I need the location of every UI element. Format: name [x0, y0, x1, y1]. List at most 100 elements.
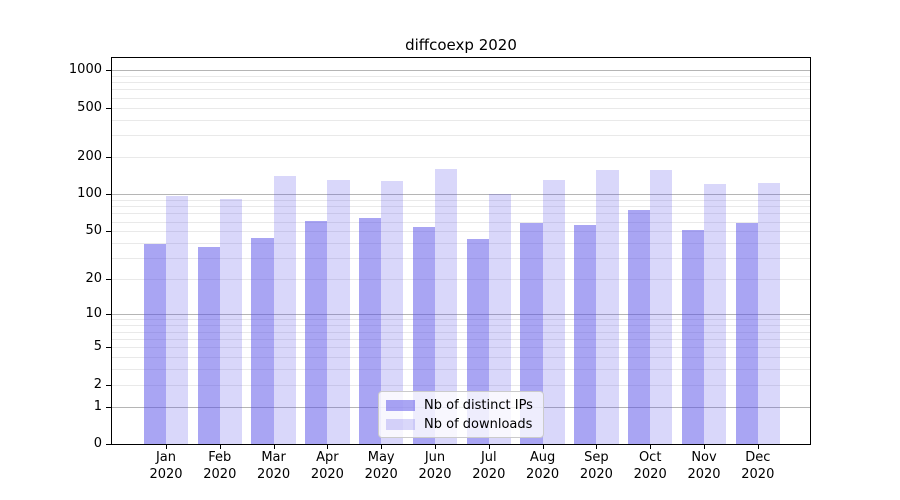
y-tick-label: 50 [85, 223, 102, 239]
bar-distinct-ips-mar [251, 238, 274, 444]
gridline-minor [112, 199, 810, 201]
bar-downloads-mar [273, 175, 296, 444]
y-tick [106, 314, 112, 316]
gridline-major [112, 194, 810, 196]
bar-downloads-jul [488, 194, 512, 444]
gridline-minor [112, 221, 810, 223]
x-tick [273, 444, 275, 449]
legend: Nb of distinct IPs Nb of downloads [378, 391, 544, 438]
y-tick [106, 107, 112, 109]
x-tick [650, 444, 652, 449]
bar-distinct-ips-apr [305, 220, 328, 444]
bar-downloads-jan [166, 196, 189, 444]
gridline-minor [112, 107, 810, 109]
gridline-minor [112, 97, 810, 99]
bar-downloads-nov [704, 184, 727, 444]
x-tick [757, 444, 759, 449]
bar-downloads-apr [327, 179, 350, 444]
y-tick-label: 0 [93, 436, 102, 451]
y-tick [106, 347, 112, 348]
y-tick-label: 5 [93, 339, 102, 354]
x-tick-label: Oct 2020 [633, 450, 667, 482]
gridline-minor [112, 338, 810, 340]
bar-downloads-may [381, 180, 404, 444]
bar-downloads-feb [219, 198, 243, 444]
x-tick [219, 444, 221, 449]
gridline-minor [112, 325, 810, 327]
y-tick-label: 1 [93, 398, 102, 414]
bar-distinct-ips-sep [574, 225, 597, 444]
legend-label-distinct-ips: Nb of distinct IPs [424, 397, 533, 413]
x-tick-label: Feb 2020 [203, 450, 237, 482]
y-tick-label: 200 [77, 149, 102, 164]
gridline-minor [112, 75, 810, 77]
legend-item-downloads: Nb of downloads [386, 417, 535, 432]
y-tick-label: 100 [77, 186, 102, 202]
x-tick-label: Jul 2020 [472, 450, 506, 482]
y-tick-label: 2 [93, 376, 102, 392]
gridline-minor [112, 206, 810, 208]
legend-swatch-downloads [386, 418, 415, 430]
gridline-minor [112, 82, 810, 84]
x-tick [596, 444, 598, 449]
y-tick [106, 406, 112, 408]
y-tick [106, 279, 112, 281]
x-tick-label: May 2020 [364, 450, 398, 482]
gridline-minor [112, 119, 810, 121]
y-tick-label: 10 [85, 306, 102, 322]
gridline-minor [112, 157, 810, 158]
gridline-minor [112, 356, 810, 358]
x-tick-label: Apr 2020 [310, 450, 344, 482]
bar-distinct-ips-may [358, 218, 382, 444]
legend-swatch-distinct-ips [386, 399, 415, 411]
x-tick [327, 444, 329, 449]
bar-downloads-oct [650, 170, 673, 444]
bar-distinct-ips-jan [143, 244, 166, 444]
bar-distinct-ips-feb [197, 247, 220, 444]
gridline-minor [112, 347, 810, 348]
bar-downloads-dec [757, 182, 781, 444]
chart-title: diffcoexp 2020 [405, 36, 517, 54]
x-tick-label: Jun 2020 [418, 450, 452, 482]
x-tick-label: Jan 2020 [149, 450, 183, 482]
x-tick [704, 444, 705, 449]
legend-item-distinct-ips: Nb of distinct IPs [386, 398, 535, 413]
bar-distinct-ips-jun [412, 227, 435, 444]
plot-area [111, 57, 811, 445]
x-tick-label: Aug 2020 [526, 450, 560, 482]
x-tick-label: Nov 2020 [687, 450, 721, 482]
bar-downloads-jun [435, 168, 458, 444]
x-tick [488, 444, 490, 449]
bar-distinct-ips-dec [735, 223, 758, 444]
gridline-major [112, 314, 810, 316]
y-tick [106, 384, 112, 386]
gridline-minor [112, 331, 810, 333]
gridline-minor [112, 258, 810, 260]
gridline-minor [112, 135, 810, 137]
bar-downloads-sep [596, 169, 619, 444]
y-tick-label: 1000 [68, 62, 102, 78]
x-tick [166, 444, 167, 449]
gridline-minor [112, 243, 810, 244]
y-tick-label: 500 [77, 99, 102, 115]
bar-distinct-ips-aug [520, 223, 543, 444]
x-tick-label: Sep 2020 [579, 450, 613, 482]
bar-distinct-ips-oct [627, 210, 651, 444]
gridline-minor [112, 213, 810, 215]
y-tick [106, 157, 112, 158]
x-tick-label: Dec 2020 [741, 450, 775, 482]
y-tick [106, 231, 112, 233]
gridline-minor [112, 319, 810, 321]
gridline-minor [112, 231, 810, 233]
x-tick-label: Mar 2020 [257, 450, 291, 482]
gridline-minor [112, 369, 810, 370]
x-tick [435, 444, 436, 449]
bar-downloads-aug [542, 180, 565, 444]
gridline-minor [112, 89, 810, 91]
bar-distinct-ips-nov [681, 230, 704, 444]
x-tick [381, 444, 383, 449]
x-tick [542, 444, 544, 449]
gridline-minor [112, 384, 810, 386]
y-tick-label: 20 [85, 271, 102, 287]
y-tick [106, 70, 112, 72]
